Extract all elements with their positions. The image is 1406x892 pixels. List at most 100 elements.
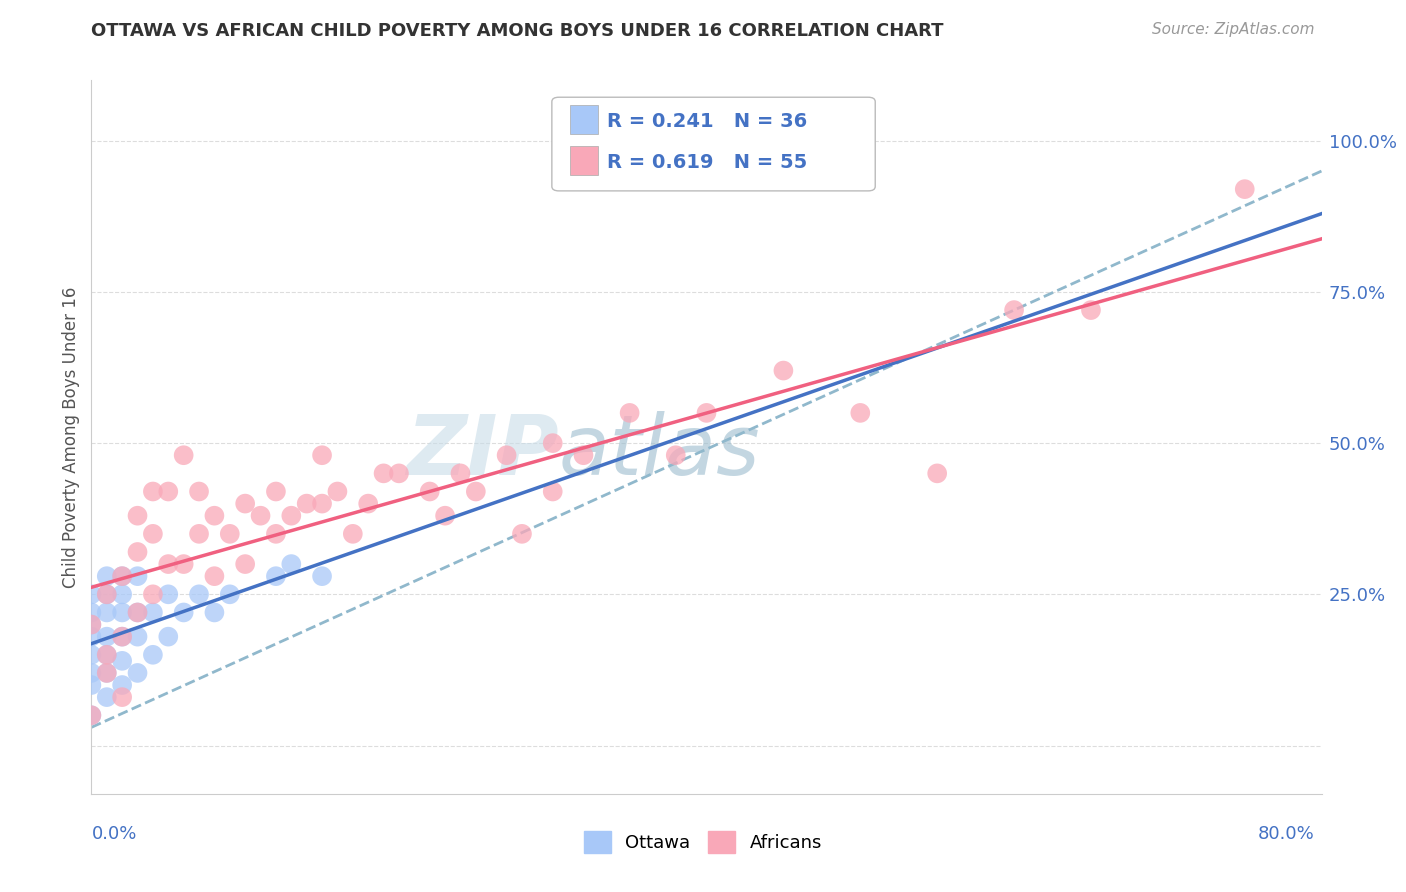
Point bbox=[96, 665, 118, 680]
Point bbox=[202, 569, 225, 583]
Point bbox=[96, 648, 118, 662]
Point bbox=[295, 497, 318, 511]
Point bbox=[927, 467, 949, 481]
Text: R = 0.241   N = 36: R = 0.241 N = 36 bbox=[607, 112, 807, 131]
Point bbox=[449, 467, 471, 481]
Point bbox=[80, 678, 103, 692]
Point bbox=[96, 690, 118, 705]
Text: R = 0.619   N = 55: R = 0.619 N = 55 bbox=[607, 153, 807, 172]
Point bbox=[188, 484, 211, 499]
Point bbox=[111, 587, 134, 601]
Point bbox=[80, 617, 103, 632]
Point bbox=[434, 508, 457, 523]
Point bbox=[280, 508, 302, 523]
Point bbox=[1002, 303, 1025, 318]
Point bbox=[142, 606, 165, 620]
Point bbox=[80, 587, 103, 601]
Text: ZIP: ZIP bbox=[406, 411, 558, 491]
Point bbox=[142, 587, 165, 601]
Point bbox=[373, 467, 395, 481]
Point bbox=[311, 497, 333, 511]
Point bbox=[849, 406, 872, 420]
Point bbox=[96, 630, 118, 644]
Point bbox=[311, 569, 333, 583]
Point bbox=[111, 569, 134, 583]
Point bbox=[96, 665, 118, 680]
Point bbox=[419, 484, 441, 499]
Point bbox=[80, 606, 103, 620]
Point bbox=[111, 690, 134, 705]
Point bbox=[541, 484, 564, 499]
Point bbox=[173, 448, 195, 462]
Point bbox=[464, 484, 486, 499]
Point bbox=[111, 569, 134, 583]
Y-axis label: Child Poverty Among Boys Under 16: Child Poverty Among Boys Under 16 bbox=[62, 286, 80, 588]
Point bbox=[342, 526, 364, 541]
Legend: Ottawa, Africans: Ottawa, Africans bbox=[576, 824, 830, 861]
Point bbox=[388, 467, 411, 481]
Point bbox=[111, 630, 134, 644]
Point bbox=[495, 448, 517, 462]
Point bbox=[264, 484, 287, 499]
Point bbox=[357, 497, 380, 511]
Text: 80.0%: 80.0% bbox=[1258, 825, 1315, 843]
Point bbox=[202, 606, 225, 620]
Point bbox=[280, 557, 302, 571]
Point bbox=[111, 678, 134, 692]
Text: 0.0%: 0.0% bbox=[91, 825, 136, 843]
Point bbox=[127, 508, 149, 523]
Point bbox=[127, 630, 149, 644]
Point bbox=[142, 526, 165, 541]
Point bbox=[326, 484, 349, 499]
Point bbox=[1233, 182, 1256, 196]
Point bbox=[188, 587, 211, 601]
Point bbox=[96, 648, 118, 662]
Point bbox=[264, 526, 287, 541]
Point bbox=[218, 587, 240, 601]
Point bbox=[127, 569, 149, 583]
Point bbox=[127, 606, 149, 620]
Point bbox=[173, 557, 195, 571]
Point bbox=[127, 665, 149, 680]
Point bbox=[80, 648, 103, 662]
Point bbox=[111, 606, 134, 620]
Point bbox=[311, 448, 333, 462]
Point bbox=[619, 406, 641, 420]
Text: Source: ZipAtlas.com: Source: ZipAtlas.com bbox=[1152, 22, 1315, 37]
Text: OTTAWA VS AFRICAN CHILD POVERTY AMONG BOYS UNDER 16 CORRELATION CHART: OTTAWA VS AFRICAN CHILD POVERTY AMONG BO… bbox=[91, 22, 943, 40]
Point bbox=[157, 484, 180, 499]
Point bbox=[80, 708, 103, 723]
Point bbox=[157, 557, 180, 571]
Point bbox=[541, 436, 564, 450]
Point bbox=[233, 557, 256, 571]
Point bbox=[772, 363, 794, 377]
Point bbox=[264, 569, 287, 583]
Point bbox=[665, 448, 688, 462]
Point bbox=[80, 630, 103, 644]
Point bbox=[249, 508, 271, 523]
Point bbox=[157, 587, 180, 601]
Point bbox=[218, 526, 240, 541]
Point bbox=[510, 526, 533, 541]
Point bbox=[142, 484, 165, 499]
Point bbox=[572, 448, 595, 462]
Point bbox=[127, 545, 149, 559]
Point bbox=[233, 497, 256, 511]
Text: atlas: atlas bbox=[558, 411, 761, 491]
Point bbox=[188, 526, 211, 541]
Point bbox=[96, 569, 118, 583]
Point bbox=[111, 630, 134, 644]
Point bbox=[127, 606, 149, 620]
Point bbox=[96, 587, 118, 601]
Point bbox=[173, 606, 195, 620]
Point bbox=[80, 708, 103, 723]
Point bbox=[96, 587, 118, 601]
Point bbox=[96, 606, 118, 620]
Point bbox=[80, 617, 103, 632]
Point bbox=[111, 654, 134, 668]
Point bbox=[142, 648, 165, 662]
Point bbox=[80, 665, 103, 680]
Point bbox=[157, 630, 180, 644]
Point bbox=[696, 406, 718, 420]
Point bbox=[1080, 303, 1102, 318]
